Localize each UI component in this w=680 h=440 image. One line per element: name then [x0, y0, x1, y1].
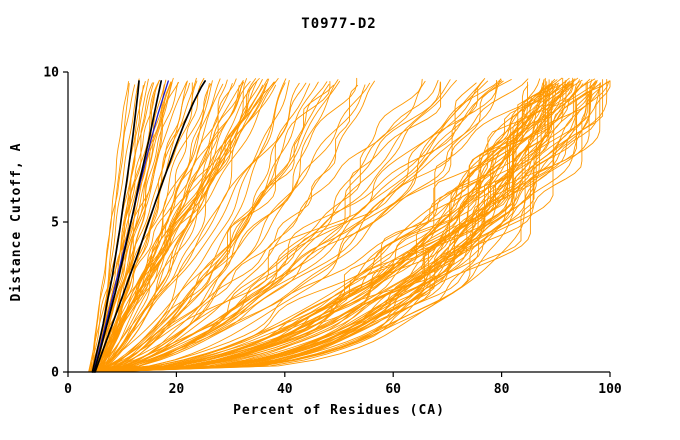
highlighted-model-black-1: [91, 80, 140, 373]
x-tick-label: 100: [598, 382, 622, 397]
x-tick-label: 20: [169, 382, 185, 397]
ensemble-curve: [95, 79, 558, 373]
ensemble-curve: [96, 77, 579, 373]
ensemble-curve: [90, 77, 358, 373]
ensemble-curve: [88, 84, 334, 373]
ensemble-curve: [100, 80, 426, 373]
ensemble-curve: [96, 78, 237, 373]
ensemble-curve: [94, 77, 174, 373]
y-tick-label: 5: [51, 216, 59, 231]
ensemble-curve: [90, 83, 550, 373]
x-axis-label: Percent of Residues (CA): [233, 403, 445, 418]
ensemble-curve: [90, 82, 557, 373]
ensemble-curve: [98, 80, 504, 373]
ensemble-curve: [93, 81, 258, 373]
ensemble-curve: [91, 81, 331, 373]
ensemble-curve: [88, 83, 563, 373]
ensemble-curve: [98, 78, 423, 373]
ensemble-curve: [97, 77, 205, 373]
ensemble-curve: [99, 81, 441, 373]
ensemble-curve: [93, 80, 611, 373]
ensemble-curve: [90, 79, 512, 373]
ensemble-curve: [93, 83, 267, 373]
ensemble-curve: [93, 78, 486, 373]
highlighted-model-black-3: [94, 80, 206, 373]
ensemble-curve: [95, 82, 544, 373]
ensemble-curve: [101, 83, 584, 373]
ensemble-curve: [93, 80, 566, 373]
ensemble-curve: [100, 81, 245, 373]
ensemble-curve: [98, 84, 264, 373]
ensemble-curve: [101, 82, 286, 373]
ensemble-curve: [98, 84, 240, 373]
ensemble-curve: [89, 82, 210, 373]
ensemble-curve: [90, 77, 546, 373]
ensemble-curve: [94, 79, 451, 373]
ensemble-curve: [98, 79, 608, 373]
x-tick-label: 0: [64, 382, 72, 397]
ensemble-curve: [95, 77, 564, 373]
ensemble-curve: [98, 78, 501, 373]
ensemble-curve: [91, 81, 129, 373]
ensemble-curve: [99, 84, 277, 373]
ensemble-curve: [98, 80, 503, 373]
ensemble-curve: [101, 79, 457, 373]
y-tick-label: 0: [51, 366, 59, 381]
x-tick-label: 40: [277, 382, 293, 397]
y-axis-label: Distance Cutoff, A: [9, 143, 24, 302]
ensemble-curve: [90, 84, 136, 373]
y-tick-label: 10: [43, 66, 59, 81]
ensemble-curve: [88, 81, 608, 373]
axes-layer: 0 20 40 60 80 100 0 5 10: [43, 66, 622, 398]
ensemble-curve: [88, 80, 341, 373]
ensemble-curve: [101, 81, 319, 373]
ensemble-curve: [100, 78, 287, 373]
ensemble-curve: [101, 80, 375, 373]
ensemble-curve: [98, 83, 311, 373]
ensemble-curve: [102, 83, 559, 373]
ensemble-curve: [95, 78, 247, 373]
curves-layer: [88, 77, 611, 373]
ensemble-curve: [89, 82, 569, 373]
ensemble-curve: [100, 83, 553, 373]
x-tick-label: 80: [494, 382, 510, 397]
ensemble-curve: [88, 84, 554, 373]
ensemble-curve: [99, 79, 593, 373]
ensemble-curve: [88, 82, 601, 373]
ensemble-curve: [93, 78, 556, 373]
ensemble-curve: [101, 81, 328, 373]
ensemble-curve: [89, 78, 529, 373]
ensemble-curve: [102, 78, 502, 373]
ensemble-curve: [96, 78, 260, 373]
ensemble-curve: [90, 79, 290, 373]
ensemble-curve: [96, 84, 158, 373]
chart-title: T0977-D2: [301, 16, 376, 32]
ensemble-curve: [96, 78, 596, 373]
ensemble-curve: [95, 83, 546, 373]
ensemble-curve: [100, 81, 588, 373]
highlighted-model-black-2: [93, 80, 163, 373]
ensemble-curve: [100, 81, 173, 373]
x-tick-label: 60: [385, 382, 401, 397]
ensemble-curve: [95, 82, 300, 373]
ensemble-curve: [93, 80, 497, 373]
ensemble-curve: [95, 82, 442, 373]
ensemble-curve: [99, 80, 597, 373]
